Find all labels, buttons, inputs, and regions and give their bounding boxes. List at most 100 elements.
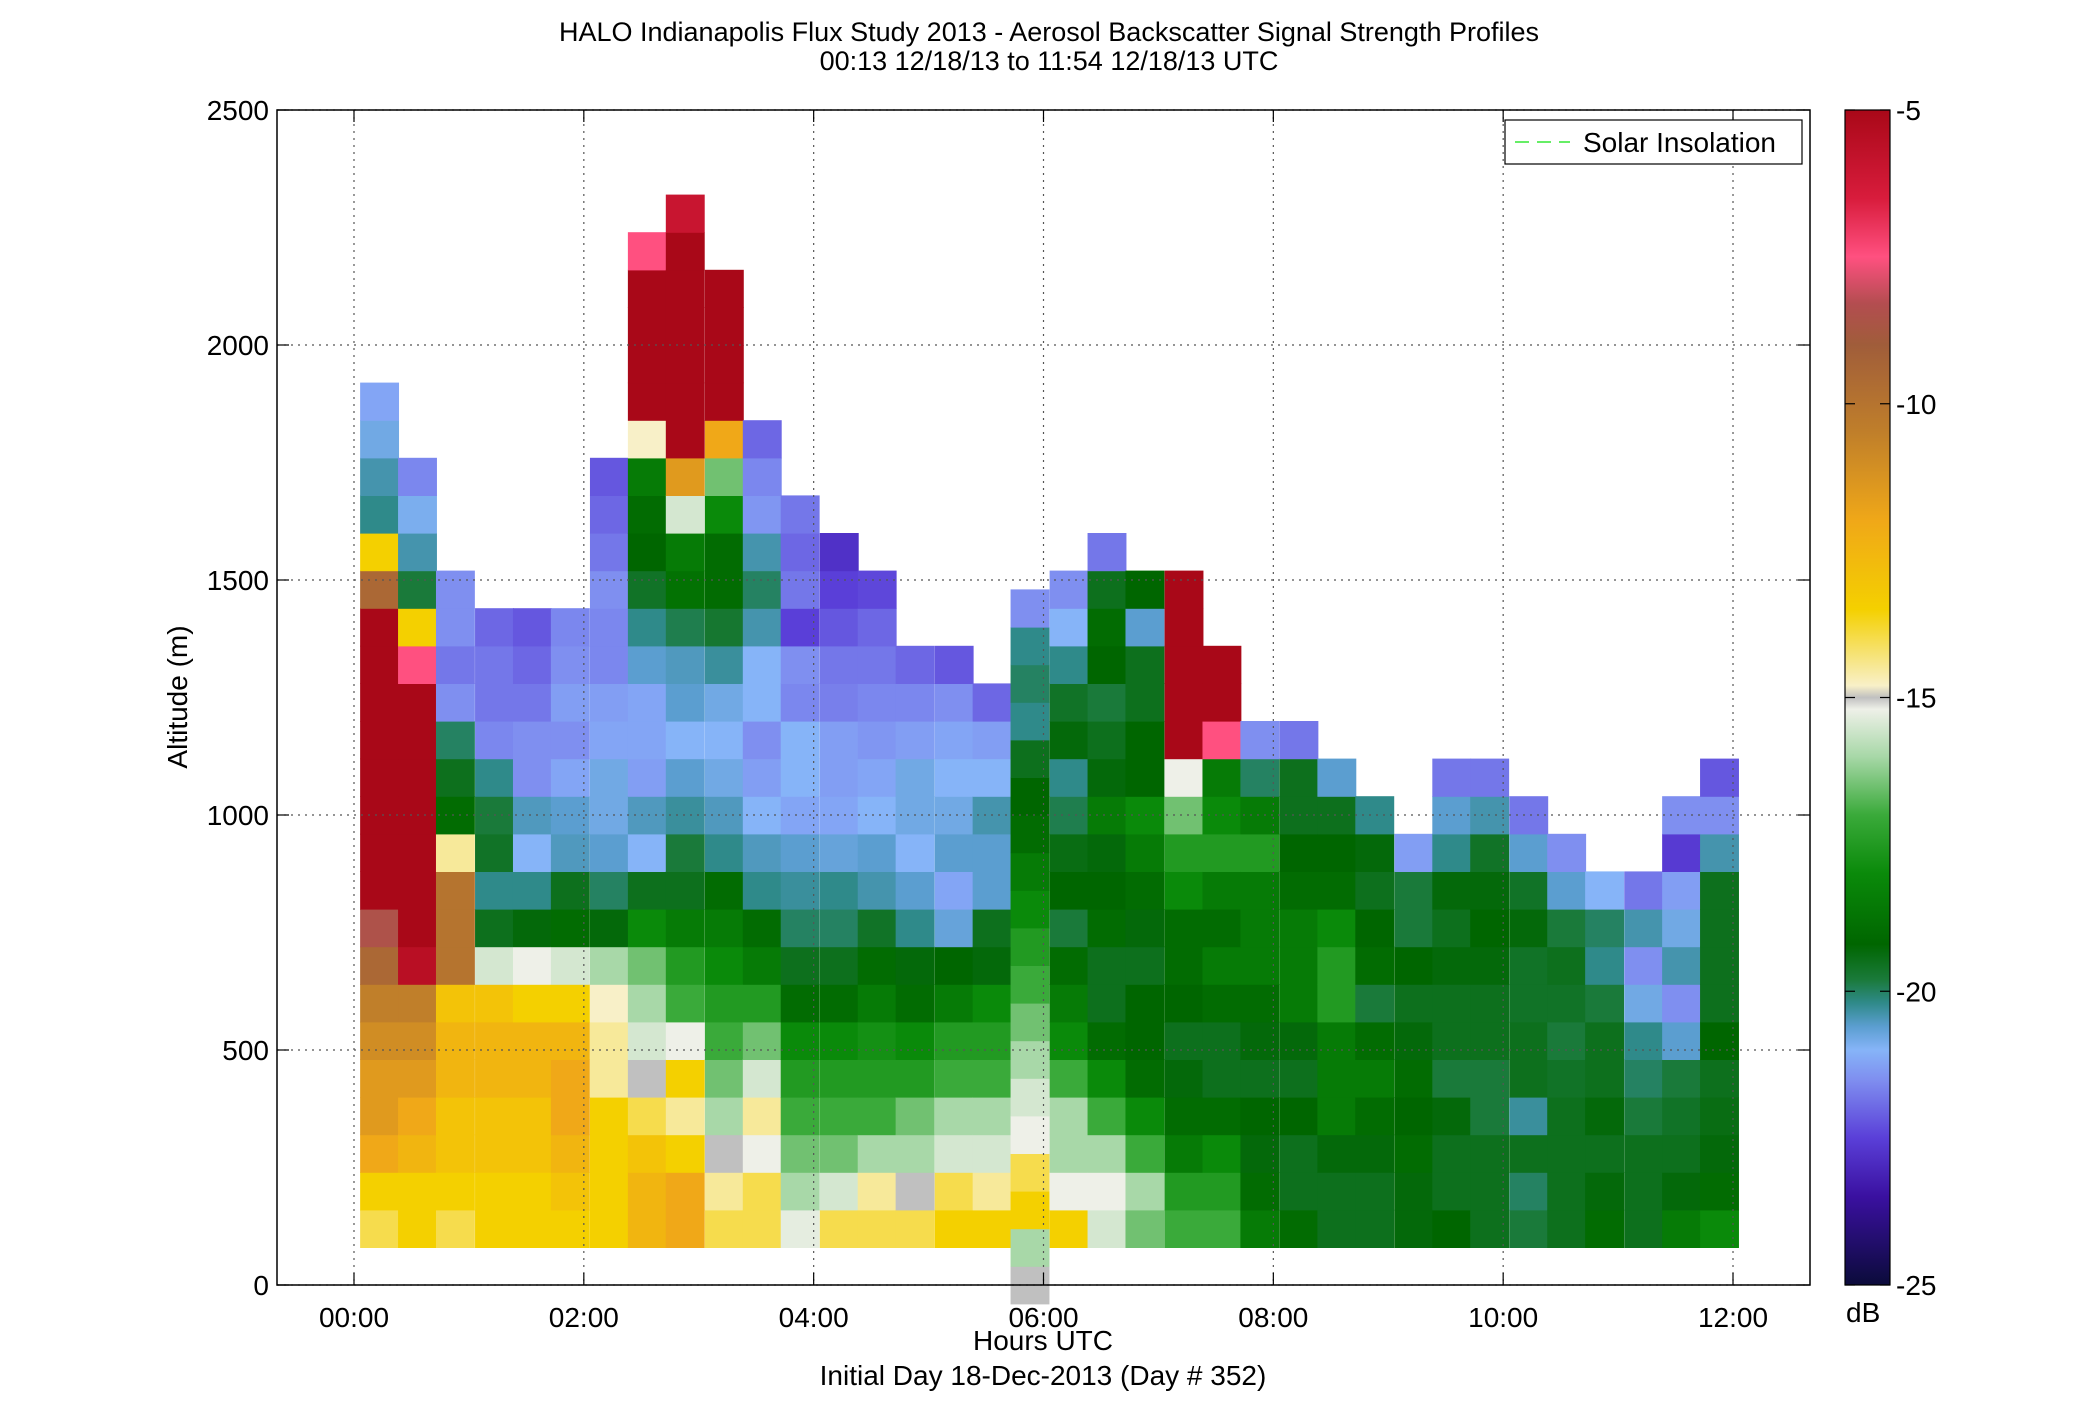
colorbar-tick-label: -25 [1896,1270,1936,1301]
heatmap-cell-26-7 [1355,946,1395,985]
heatmap-cell-16-14 [972,683,1012,722]
heatmap-cell-25-10 [1317,833,1357,872]
heatmap-cell-17-14 [1010,739,1050,778]
heatmap-cell-24-4 [1279,1059,1319,1098]
heatmap-cell-6-13 [589,721,629,760]
heatmap-cell-1-14 [398,683,437,722]
heatmap-cell-31-7 [1547,946,1587,985]
heatmap-cell-8-22 [665,382,705,421]
x-tick-label: 10:00 [1468,1302,1538,1333]
heatmap-cell-11-16 [780,608,820,647]
heatmap-cell-28-5 [1432,1021,1472,1060]
heatmap-cell-24-13 [1279,721,1319,760]
heatmap-cell-8-2 [665,1134,705,1173]
heatmap-cell-18-13 [1049,721,1089,760]
heatmap-cell-11-17 [780,570,820,609]
heatmap-cell-18-12 [1049,758,1089,797]
heatmap-cell-3-4 [475,1059,514,1098]
heatmap-cell-6-7 [589,946,629,985]
heatmap-cell-10-14 [742,683,782,722]
heatmap-cell-25-0 [1317,1209,1357,1248]
heatmap-cell-8-8 [665,909,705,948]
heatmap-cell-19-12 [1087,758,1127,797]
heatmap-cell-10-6 [742,984,782,1023]
heatmap-cell-8-1 [665,1172,705,1211]
heatmap-cell-16-0 [972,1209,1012,1248]
heatmap-cell-7-9 [627,871,667,910]
heatmap-cell-18-7 [1049,946,1089,985]
heatmap-cell-6-15 [589,645,629,684]
heatmap-cell-0-1 [360,1172,400,1211]
heatmap-cell-20-6 [1125,984,1165,1023]
heatmap-cell-31-1 [1547,1172,1587,1211]
heatmap-cell-8-23 [665,345,705,384]
heatmap-cell-8-27 [665,194,705,233]
heatmap-cell-2-12 [435,758,475,797]
heatmap-cell-0-22 [360,382,400,421]
heatmap-cell-13-5 [857,1021,897,1060]
heatmap-cell-15-14 [934,683,974,722]
heatmap-cell-35-1 [1700,1172,1739,1211]
heatmap-cell-1-10 [398,833,437,872]
heatmap-cell-20-9 [1125,871,1165,910]
heatmap-cell-6-4 [589,1059,629,1098]
heatmap-cell-24-7 [1279,946,1319,985]
heatmap-cell-21-6 [1164,984,1204,1023]
heatmap-cell-3-14 [475,683,514,722]
heatmap-cell-9-12 [704,758,744,797]
heatmap-cell-17-17 [1010,627,1050,666]
heatmap-cell-32-7 [1585,946,1625,985]
heatmap-cell-13-8 [857,909,897,948]
y-axis: 0 500 1000 1500 2000 2500 [207,95,1810,1301]
heatmap-cell-9-7 [704,946,744,985]
heatmap-cell-18-2 [1049,1134,1089,1173]
heatmap-cell-2-0 [435,1209,475,1248]
heatmap-cell-0-10 [360,833,400,872]
heatmap-cell-9-2 [704,1134,744,1173]
chart-subtitle: 00:13 12/18/13 to 11:54 12/18/13 UTC [819,46,1279,76]
heatmap-cell-12-2 [819,1134,859,1173]
heatmap-cell-10-9 [742,871,782,910]
heatmap-cell-16-12 [972,758,1012,797]
heatmap-cell-24-10 [1279,833,1319,872]
heatmap-cell-10-8 [742,909,782,948]
heatmap-cell-16-8 [972,909,1012,948]
heatmap-cell-17-11 [1010,852,1050,891]
heatmap-cell-9-9 [704,871,744,910]
heatmap-cell-28-0 [1432,1209,1472,1248]
heatmap-cell-23-12 [1240,758,1280,797]
heatmap-cell-35-3 [1700,1097,1739,1136]
heatmap-cell-9-19 [704,495,744,534]
heatmap-cell-6-10 [589,833,629,872]
heatmap-cell-8-26 [665,232,705,271]
heatmap-cell-5-1 [550,1172,590,1211]
heatmap-cell-20-8 [1125,909,1165,948]
heatmap-cell-14-1 [895,1172,935,1211]
heatmap-cell-21-15 [1164,645,1204,684]
heatmap-cell-32-1 [1585,1172,1625,1211]
heatmap-cell-1-5 [398,1021,437,1060]
heatmap-cell-25-6 [1317,984,1357,1023]
heatmap-cell-18-6 [1049,984,1089,1023]
x-tick-label: 06:00 [1008,1302,1078,1333]
heatmap-cell-17-6 [1010,1040,1050,1079]
heatmap-cell-21-4 [1164,1059,1204,1098]
heatmap-cell-10-0 [742,1209,782,1248]
heatmap-cell-33-5 [1624,1021,1664,1060]
heatmap-cell-6-12 [589,758,629,797]
heatmap-cell-1-12 [398,758,437,797]
heatmap-cell-33-1 [1624,1172,1664,1211]
heatmap-cell-13-9 [857,871,897,910]
heatmap-cell-19-4 [1087,1059,1127,1098]
heatmap-cell-18-17 [1049,570,1089,609]
heatmap-cell-33-6 [1624,984,1664,1023]
heatmap-cell-7-15 [627,645,667,684]
heatmap-cell-9-22 [704,382,744,421]
heatmap-cell-1-15 [398,645,437,684]
heatmap-cell-10-10 [742,833,782,872]
heatmap-cell-16-4 [972,1059,1012,1098]
heatmap-cell-19-13 [1087,721,1127,760]
heatmap-cell-34-5 [1662,1021,1702,1060]
heatmap-cell-15-3 [934,1097,974,1136]
